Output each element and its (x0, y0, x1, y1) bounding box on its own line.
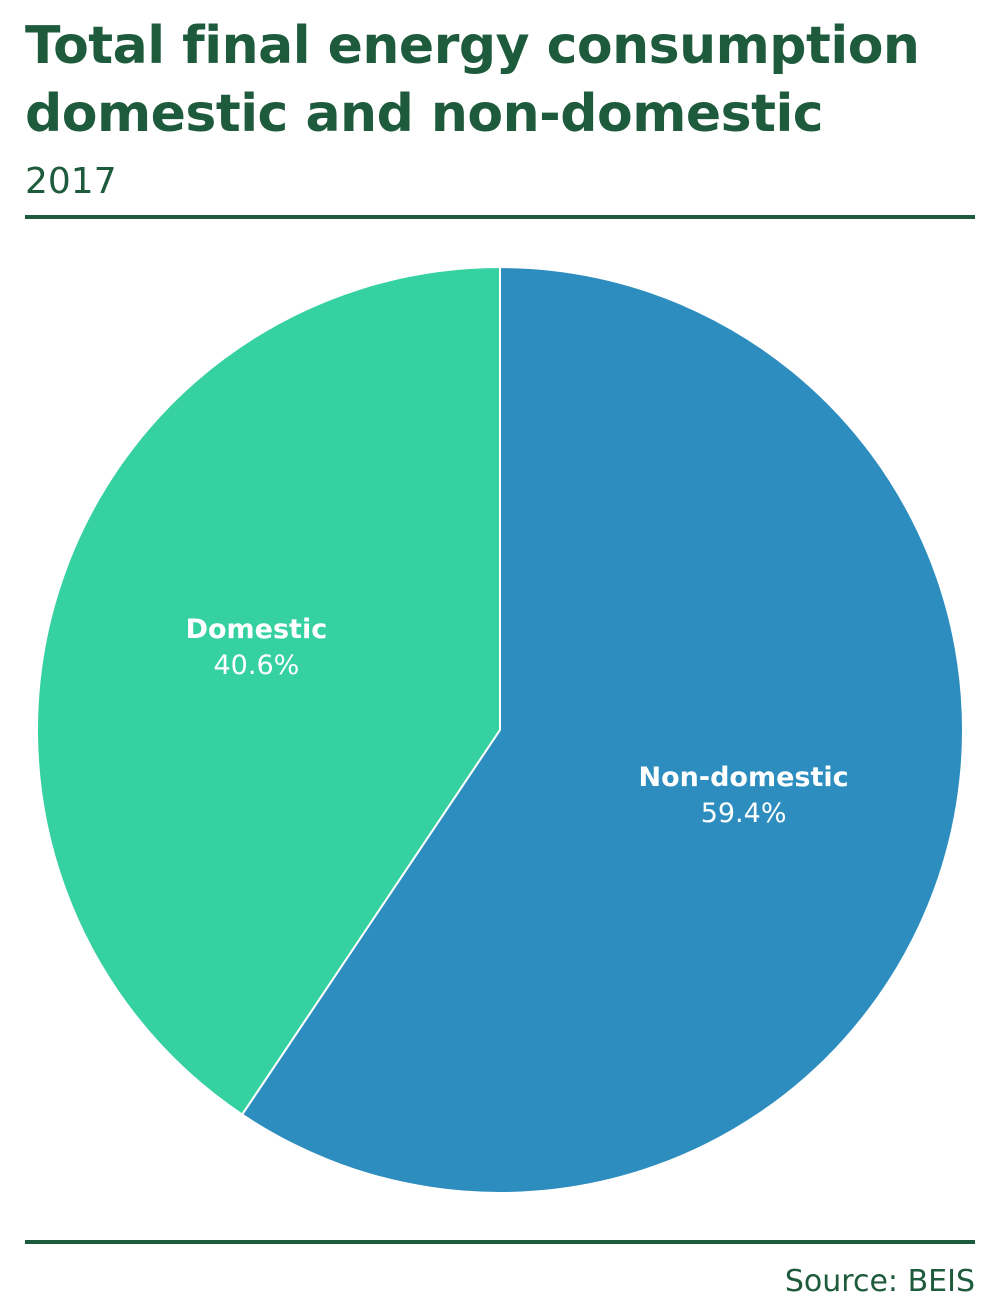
chart-title: Total final energy consumption domestic … (25, 12, 975, 148)
chart-title-line-2: domestic and non-domestic (25, 84, 824, 144)
slice-value-non-domestic: 59.4% (701, 798, 787, 829)
source-note: Source: BEIS (784, 1264, 975, 1299)
chart-title-line-1: Total final energy consumption (25, 16, 920, 76)
footer-divider (25, 1240, 975, 1244)
slice-label-non-domestic: Non-domestic (639, 762, 849, 793)
pie-slice-domestic (36, 266, 501, 1116)
chart-subtitle-year: 2017 (25, 161, 117, 202)
pie-slice-non-domestic (241, 266, 964, 1194)
slice-label-domestic: Domestic (186, 614, 328, 645)
header-divider (25, 215, 975, 219)
slice-value-domestic: 40.6% (214, 650, 300, 681)
